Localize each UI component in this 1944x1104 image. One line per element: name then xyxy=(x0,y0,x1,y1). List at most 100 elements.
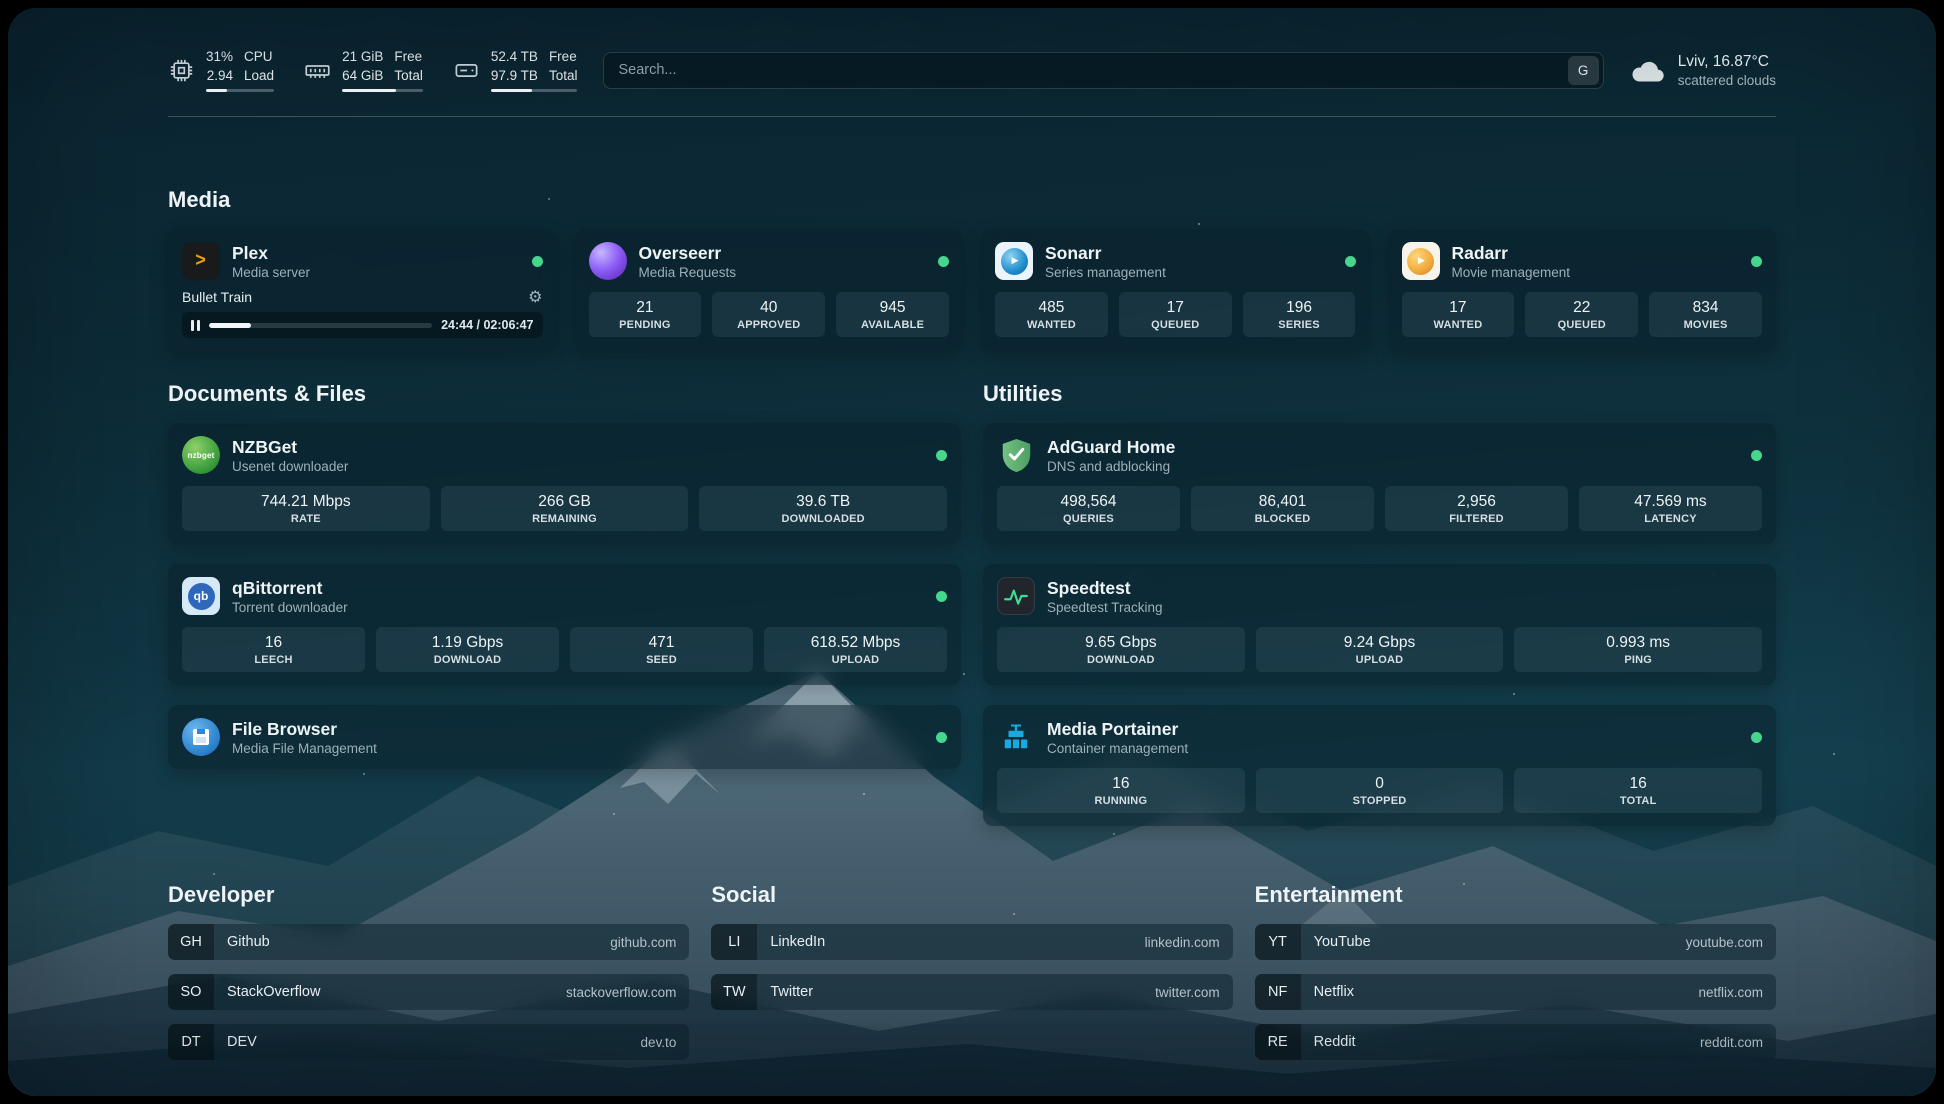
service-card-overseerr[interactable]: Overseerr Media Requests 21 PENDING 40 A… xyxy=(574,229,963,352)
bookmark-github[interactable]: GH Github github.com xyxy=(168,924,690,961)
stat-value: 21 xyxy=(636,299,654,317)
now-playing-title: Bullet Train xyxy=(182,289,253,306)
search-input[interactable] xyxy=(618,62,1568,79)
service-card-adguard[interactable]: AdGuard Home DNS and adblocking 498,564 … xyxy=(983,423,1776,545)
cpu-load-value: 2.94 xyxy=(206,67,234,83)
stat-ping: 0.993 ms PING xyxy=(1514,627,1763,673)
bookmark-abbr: LI xyxy=(711,924,758,961)
memory-widget-text: 21 GiB Free 64 GiB Total xyxy=(342,48,423,93)
stat-value: 618.52 Mbps xyxy=(810,634,901,652)
stat-label: QUEUED xyxy=(1151,319,1200,332)
status-indicator xyxy=(938,255,949,267)
stat-label: RUNNING xyxy=(1094,795,1148,808)
bookmark-reddit[interactable]: RE Reddit reddit.com xyxy=(1254,1024,1776,1061)
card-stats: 744.21 Mbps RATE 266 GB REMAINING 39.6 T… xyxy=(182,486,948,532)
stat-label: WANTED xyxy=(1433,319,1483,332)
header-divider xyxy=(168,116,1776,118)
bookmark-url: github.com xyxy=(610,934,677,950)
service-description: Media File Management xyxy=(232,740,377,756)
stat-wanted: 485 WANTED xyxy=(995,292,1108,338)
cpu-usage-label: CPU xyxy=(244,49,273,64)
radarr-icon: ▶ xyxy=(1401,242,1440,281)
card-stats: 9.65 Gbps DOWNLOAD 9.24 Gbps UPLOAD 0.99… xyxy=(997,627,1763,673)
bookmark-linkedin[interactable]: LI LinkedIn linkedin.com xyxy=(711,924,1233,961)
section-developer: Developer GH Github github.com SO StackO… xyxy=(168,882,690,1061)
documents-cards: nzbget NZBGet Usenet downloader 744.21 M… xyxy=(168,423,961,770)
player-progress-track[interactable] xyxy=(209,322,433,328)
section-documents: Documents & Files nzbget NZBGet Usenet d… xyxy=(168,381,961,826)
memory-total-value: 64 GiB xyxy=(342,67,384,83)
search-provider-button[interactable]: G xyxy=(1567,55,1599,85)
card-meta: Overseerr Media Requests xyxy=(639,243,737,280)
card-stats: 16 LEECH 1.19 Gbps DOWNLOAD 471 SEED xyxy=(182,627,947,673)
settings-gear-icon[interactable]: ⚙ xyxy=(528,287,543,307)
stat-download: 9.65 Gbps DOWNLOAD xyxy=(997,627,1245,673)
bookmark-name: StackOverflow xyxy=(227,984,321,1001)
service-name: File Browser xyxy=(232,718,338,739)
stat-filtered: 2,956 FILTERED xyxy=(1385,486,1568,532)
service-card-nzbget[interactable]: nzbget NZBGet Usenet downloader 744.21 M… xyxy=(168,423,961,545)
stat-available: 945 AVAILABLE xyxy=(836,292,949,338)
top-bar: 31% CPU 2.94 Load xyxy=(168,48,1776,93)
bookmark-abbr: RE xyxy=(1254,1024,1301,1061)
card-meta: Radarr Movie management xyxy=(1452,243,1571,280)
search-bar[interactable]: G xyxy=(603,51,1604,89)
service-card-sonarr[interactable]: ▶ Sonarr Series management 485 WANTED xyxy=(981,229,1370,352)
service-description: Media Requests xyxy=(638,264,737,280)
bookmark-twitter[interactable]: TW Twitter twitter.com xyxy=(711,974,1233,1011)
portainer-icon xyxy=(997,718,1035,756)
service-card-portainer[interactable]: Media Portainer Container management 16 … xyxy=(983,705,1776,827)
service-description: Speedtest Tracking xyxy=(1047,599,1163,615)
card-stats: 21 PENDING 40 APPROVED 945 AVAILABLE xyxy=(588,292,950,338)
cpu-widget-text: 31% CPU 2.94 Load xyxy=(206,48,275,93)
bookmark-youtube[interactable]: YT YouTube youtube.com xyxy=(1254,924,1776,961)
stat-label: DOWNLOADED xyxy=(781,513,865,526)
sonarr-orb: ▶ xyxy=(1000,247,1028,275)
bookmark-dev[interactable]: DT DEV dev.to xyxy=(168,1024,690,1061)
service-description: Usenet downloader xyxy=(232,458,349,474)
stat-label: WANTED xyxy=(1026,319,1076,332)
stat-value: 86,401 xyxy=(1258,493,1307,511)
service-card-plex[interactable]: > Plex Media server Bullet Train ⚙ xyxy=(168,229,557,352)
pause-bar xyxy=(191,319,194,331)
weather-location: Lviv, 16.87°C xyxy=(1677,52,1769,70)
stat-label: UPLOAD xyxy=(831,654,880,667)
section-entertainment: Entertainment YT YouTube youtube.com NF … xyxy=(1254,882,1776,1061)
stat-label: SEED xyxy=(646,654,677,667)
service-card-qbittorrent[interactable]: qb qBittorrent Torrent downloader 16 LEE… xyxy=(168,564,961,686)
service-description: Series management xyxy=(1045,264,1166,280)
card-stats: 485 WANTED 17 QUEUED 196 SERIES xyxy=(995,292,1356,338)
stat-queries: 498,564 QUERIES xyxy=(997,486,1180,532)
card-header: AdGuard Home DNS and adblocking xyxy=(997,436,1762,474)
bookmark-stackoverflow[interactable]: SO StackOverflow stackoverflow.com xyxy=(168,974,690,1011)
status-indicator xyxy=(936,449,947,461)
stat-wanted: 17 WANTED xyxy=(1401,292,1515,338)
section-title-documents: Documents & Files xyxy=(168,381,367,407)
bookmark-url: dev.to xyxy=(640,1034,677,1050)
section-title-developer: Developer xyxy=(168,882,275,908)
memory-widget: 21 GiB Free 64 GiB Total xyxy=(304,48,423,93)
memory-free-label: Free xyxy=(394,49,423,64)
disk-icon xyxy=(453,57,480,84)
pause-button[interactable] xyxy=(191,319,200,331)
card-meta: Sonarr Series management xyxy=(1045,243,1166,280)
stat-value: 834 xyxy=(1692,299,1719,317)
stat-value: 0.993 ms xyxy=(1606,634,1671,652)
cpu-usage-value: 31% xyxy=(206,49,234,64)
stat-leech: 16 LEECH xyxy=(182,627,365,673)
snow-particles xyxy=(8,8,10,10)
service-card-speedtest[interactable]: Speedtest Speedtest Tracking 9.65 Gbps D… xyxy=(983,564,1776,686)
stat-remaining: 266 GB REMAINING xyxy=(440,486,689,532)
stat-value: 471 xyxy=(648,634,675,652)
stat-value: 485 xyxy=(1038,299,1065,317)
service-card-radarr[interactable]: ▶ Radarr Movie management 17 WANTED xyxy=(1387,229,1776,352)
resource-widgets: 31% CPU 2.94 Load xyxy=(168,48,578,93)
service-card-filebrowser[interactable]: File Browser Media File Management xyxy=(168,705,961,770)
card-header: qb qBittorrent Torrent downloader xyxy=(182,577,947,616)
card-meta: Plex Media server xyxy=(232,243,310,280)
bookmark-name: YouTube xyxy=(1313,934,1371,951)
stat-label: APPROVED xyxy=(737,319,801,332)
stat-label: DOWNLOAD xyxy=(433,654,502,667)
bookmark-netflix[interactable]: NF Netflix netflix.com xyxy=(1254,974,1776,1011)
stat-pending: 21 PENDING xyxy=(588,292,702,338)
